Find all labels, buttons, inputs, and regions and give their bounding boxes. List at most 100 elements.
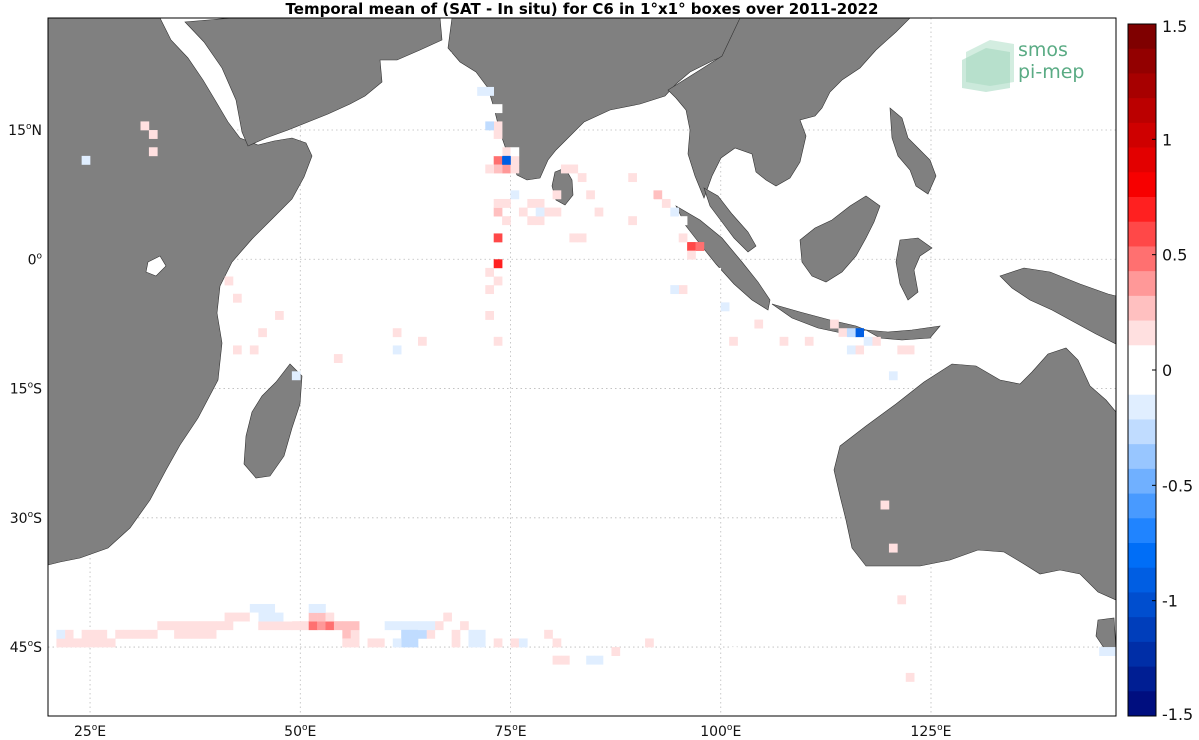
- anomaly-cell: [754, 319, 764, 329]
- anomaly-cell: [1099, 647, 1108, 656]
- anomaly-cell: [375, 621, 385, 631]
- anomaly-cell: [350, 629, 360, 639]
- anomaly-cell: [493, 104, 503, 114]
- colorbar-tick-label: 1.5: [1162, 17, 1187, 36]
- waves-icon: [962, 40, 1014, 92]
- anomaly-cell: [502, 198, 511, 208]
- anomaly-cell: [586, 190, 595, 200]
- lon-tick-label: 125oE: [910, 723, 951, 740]
- anomaly-cell: [502, 147, 511, 157]
- anomaly-cell: [233, 612, 242, 622]
- anomaly-cell: [510, 638, 520, 648]
- logo: smos pi-mep: [962, 39, 1084, 92]
- anomaly-cell: [283, 612, 293, 622]
- anomaly-cell: [258, 621, 267, 631]
- anomaly-cell: [73, 638, 82, 648]
- colorbar-segment: [1128, 221, 1156, 247]
- anomaly-cell: [308, 603, 318, 613]
- anomaly-cell: [98, 629, 108, 639]
- anomaly-cell: [838, 328, 848, 338]
- anomaly-cell: [342, 638, 352, 648]
- anomaly-cell: [670, 190, 680, 200]
- anomaly-cell: [544, 629, 553, 639]
- anomaly-cell: [485, 104, 495, 114]
- colorbar-segment: [1128, 295, 1156, 321]
- anomaly-cell: [233, 293, 242, 303]
- anomaly-cell: [888, 543, 898, 553]
- anomaly-cell: [493, 233, 503, 243]
- anomaly-cell: [468, 104, 478, 114]
- anomaly-cell: [157, 621, 167, 631]
- anomaly-cell: [249, 603, 259, 613]
- anomaly-cell: [678, 233, 688, 243]
- anomaly-cell: [207, 621, 217, 631]
- anomaly-cell: [1107, 647, 1116, 656]
- anomaly-cell: [838, 336, 848, 346]
- anomaly-cell: [342, 198, 352, 208]
- anomaly-cell: [291, 621, 301, 631]
- malay-peninsula-landmass: [703, 187, 757, 253]
- anomaly-cell: [451, 629, 461, 639]
- anomaly-cell: [317, 612, 326, 622]
- colorbar-segment: [1128, 567, 1156, 593]
- anomaly-cell: [148, 629, 158, 639]
- anomaly-cell: [535, 207, 545, 217]
- anomaly-cell: [426, 629, 436, 639]
- anomaly-cell: [359, 207, 368, 217]
- sulawesi-landmass: [895, 237, 933, 301]
- anomaly-cell: [577, 233, 587, 243]
- anomaly-cell: [132, 629, 141, 639]
- anomaly-cell: [779, 336, 789, 346]
- anomaly-cell: [401, 638, 410, 648]
- anomaly-cell: [64, 638, 74, 648]
- anomaly-cell: [485, 310, 495, 320]
- anomaly-cell: [409, 285, 419, 295]
- anomaly-cell: [275, 612, 284, 622]
- anomaly-cells: [56, 52, 1116, 682]
- colorbar-segment: [1128, 641, 1156, 667]
- anomaly-cell: [535, 198, 545, 208]
- anomaly-cell: [90, 638, 99, 648]
- lesser-sunda-landmass: [865, 325, 941, 341]
- colorbar-segment: [1128, 73, 1156, 99]
- colorbar-segment: [1128, 197, 1156, 223]
- colorbar-segment: [1128, 419, 1156, 445]
- anomaly-cell: [687, 242, 696, 251]
- anomaly-cell: [569, 233, 579, 243]
- anomaly-cell: [199, 603, 209, 613]
- anomaly-cell: [258, 612, 267, 622]
- anomaly-cell: [493, 207, 503, 217]
- anomaly-cell: [493, 198, 503, 208]
- anomaly-cell: [594, 655, 604, 665]
- anomaly-cell: [384, 621, 394, 631]
- anomaly-cell: [275, 621, 284, 631]
- anomaly-cell: [350, 155, 360, 165]
- anomaly-cell: [233, 345, 242, 355]
- anomaly-cell: [855, 345, 865, 355]
- anomaly-cell: [493, 121, 503, 131]
- anomaly-cell: [476, 86, 486, 96]
- anomaly-cell: [485, 285, 495, 295]
- anomaly-cell: [434, 621, 444, 631]
- anomaly-cell: [207, 629, 217, 639]
- colorbar-segment: [1128, 48, 1156, 74]
- anomaly-cell: [317, 603, 326, 613]
- anomaly-cell: [275, 603, 284, 613]
- anomaly-cell: [401, 621, 410, 631]
- colorbar-segment: [1128, 394, 1156, 420]
- anomaly-cell: [375, 638, 385, 648]
- anomaly-cell: [535, 216, 545, 226]
- anomaly-cell: [502, 164, 511, 174]
- anomaly-cell: [333, 603, 343, 613]
- anomaly-cell: [418, 629, 427, 639]
- anomaly-cell: [502, 155, 511, 165]
- anomaly-cell: [409, 621, 419, 631]
- anomaly-cell: [510, 147, 520, 157]
- anomaly-cell: [392, 638, 402, 648]
- africa-landmass: [48, 18, 313, 566]
- southeast-asia-landmass: [667, 18, 911, 199]
- anomaly-cell: [687, 250, 696, 260]
- anomaly-cell: [342, 621, 352, 631]
- anomaly-cell: [888, 371, 898, 381]
- anomaly-cell: [493, 155, 503, 165]
